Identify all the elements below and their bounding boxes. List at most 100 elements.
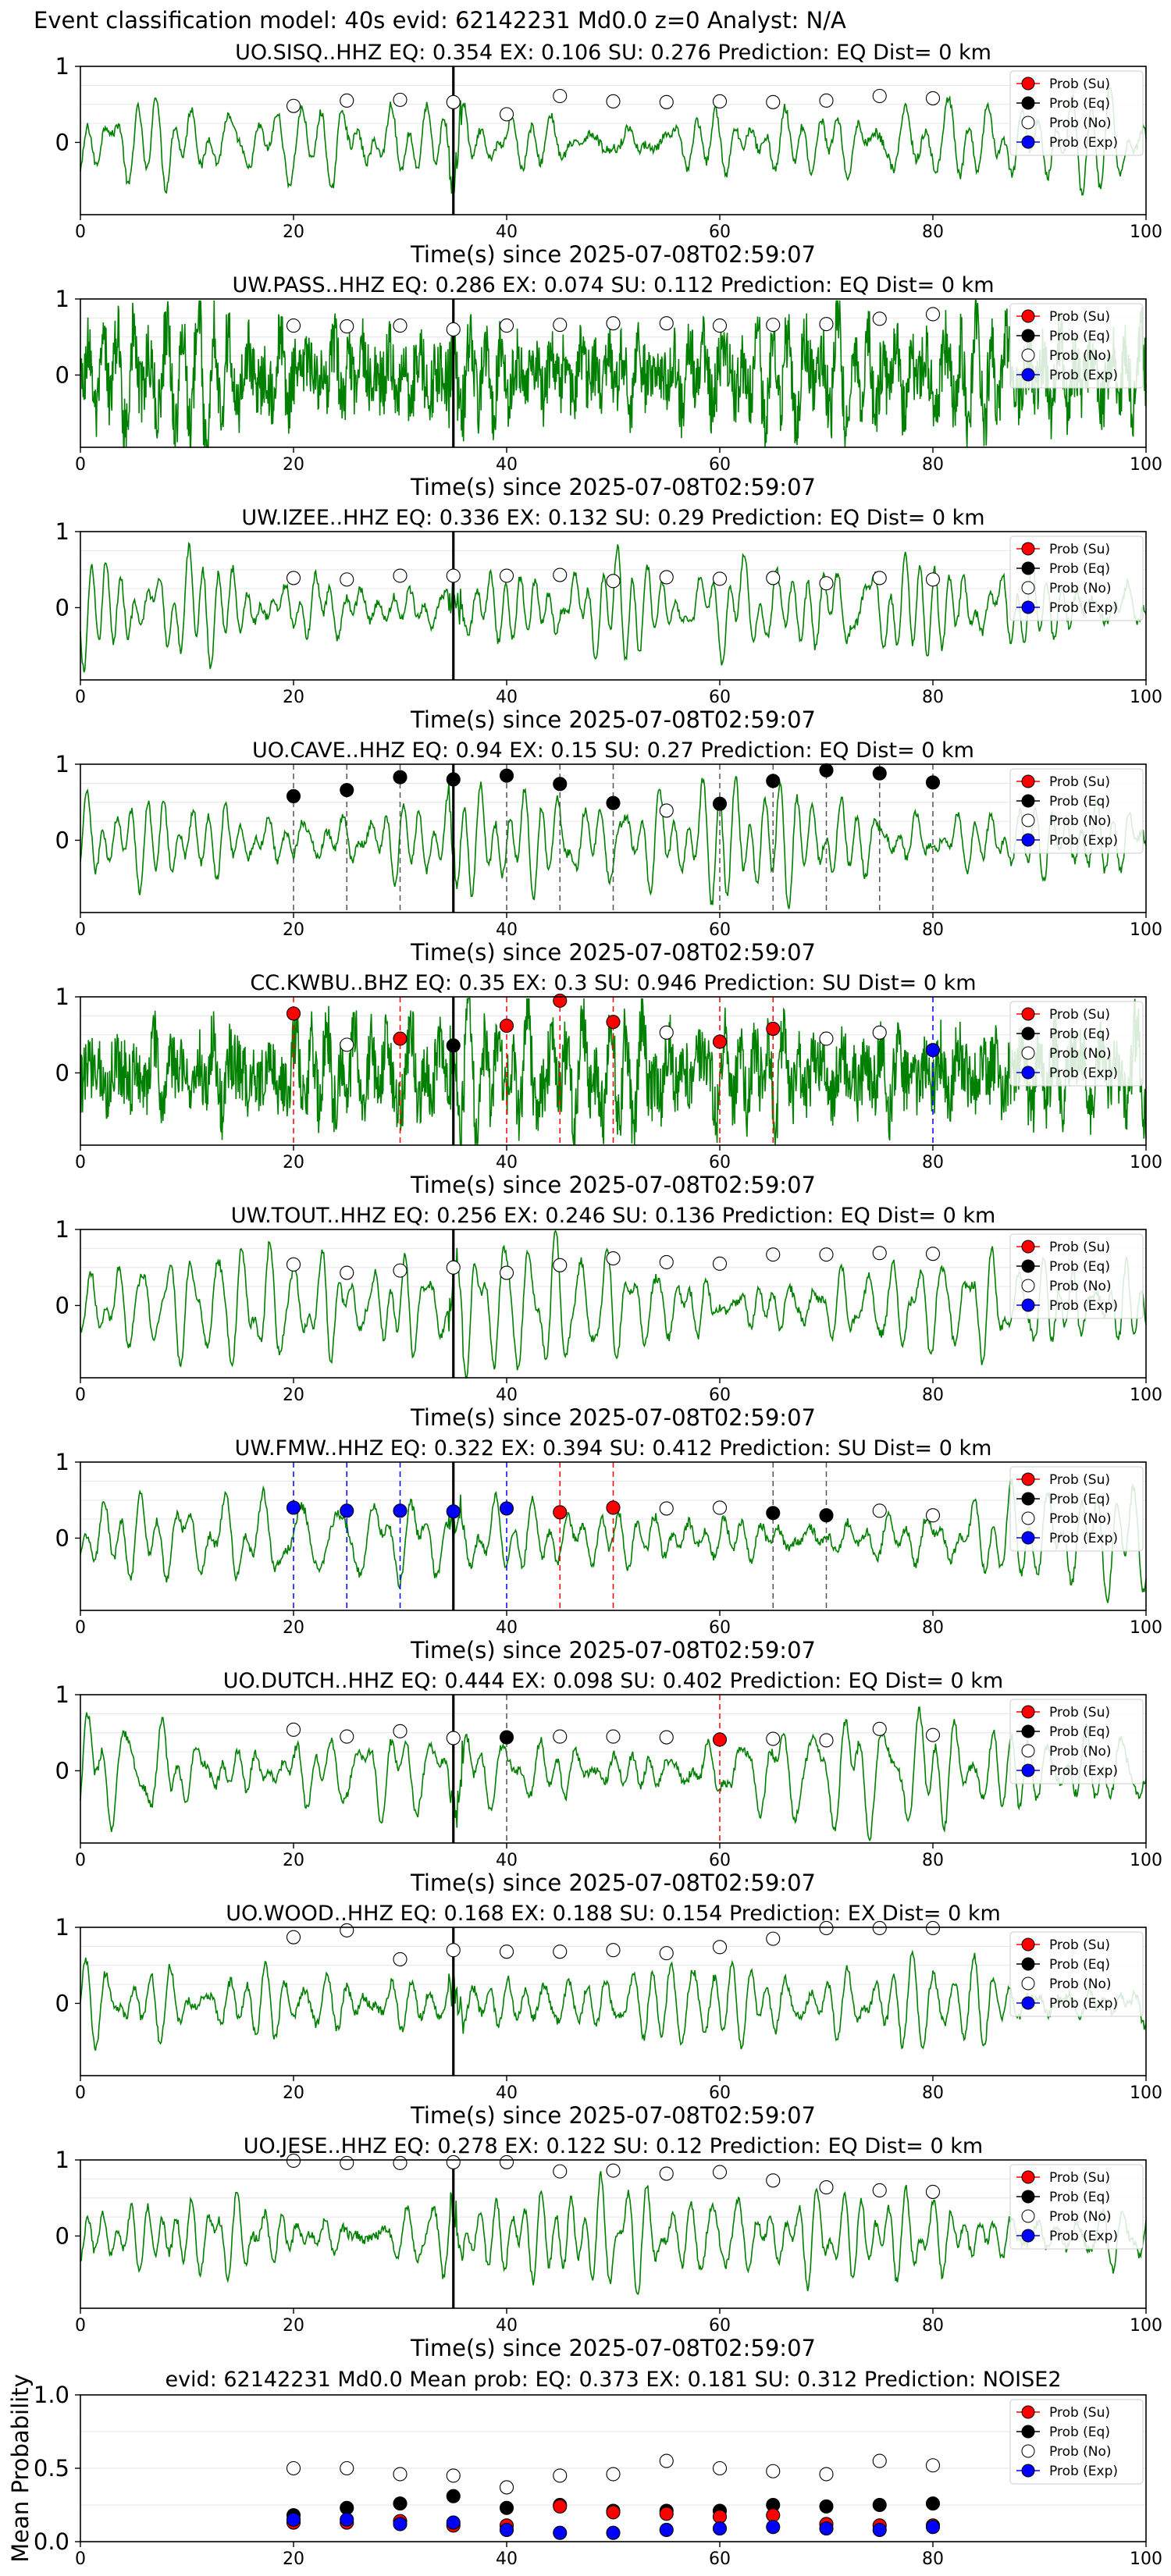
panel-5-legend-box bbox=[1009, 1001, 1144, 1087]
panel-7-prob-point-no bbox=[872, 1503, 887, 1518]
panel-6-legend-marker-eq bbox=[1021, 1259, 1035, 1273]
panel-1-legend-marker-su bbox=[1021, 76, 1035, 91]
panel-4-legend-label-su: Prob (Su) bbox=[1049, 774, 1110, 790]
panel-7-legend-marker-no bbox=[1021, 1511, 1035, 1525]
panel-7-prob-point-no bbox=[659, 1501, 674, 1516]
panel-3-prob-point-no bbox=[393, 568, 408, 583]
panel-3-legend-box bbox=[1009, 535, 1144, 621]
mean-prob-point-exp bbox=[553, 2525, 568, 2540]
panel-2-title: UW.PASS..HHZ EQ: 0.286 EX: 0.074 SU: 0.1… bbox=[232, 273, 994, 297]
panel-6: UW.TOUT..HHZ EQ: 0.256 EX: 0.246 SU: 0.1… bbox=[55, 1204, 1162, 1431]
mean-prob-point-no bbox=[659, 2453, 674, 2468]
panel-9-xtick-label: 80 bbox=[922, 2083, 944, 2103]
panel-4-prob-point-eq bbox=[872, 766, 887, 781]
panel-4-legend-marker-exp bbox=[1021, 833, 1035, 847]
panel-1-waveform bbox=[80, 84, 1147, 197]
panel-5-prob-point-no bbox=[340, 1037, 354, 1052]
panel-9-legend-label-no: Prob (No) bbox=[1049, 1976, 1112, 1992]
panel-7-prob-point-exp bbox=[446, 1504, 461, 1519]
panel-1-title: UO.SISQ..HHZ EQ: 0.354 EX: 0.106 SU: 0.2… bbox=[235, 41, 991, 65]
panel-6-xlabel: Time(s) since 2025-07-08T02:59:07 bbox=[410, 1404, 816, 1431]
panel-4-xtick-label: 0 bbox=[75, 920, 86, 940]
panel-4-legend-marker-su bbox=[1021, 774, 1035, 788]
panel-10-legend-marker-su bbox=[1021, 2170, 1035, 2184]
mean-prob-xtick-label: 100 bbox=[1130, 2549, 1162, 2569]
mean-prob-point-eq bbox=[499, 2500, 514, 2515]
panel-8-prob-point-no bbox=[766, 1731, 781, 1746]
mean-prob-point-no bbox=[499, 2480, 514, 2495]
panel-2-xlabel: Time(s) since 2025-07-08T02:59:07 bbox=[410, 474, 816, 500]
panel-3-prob-point-no bbox=[340, 572, 354, 587]
panel-3-prob-point-no bbox=[819, 576, 834, 591]
panel-6-legend-marker-su bbox=[1021, 1240, 1035, 1254]
panel-7-legend-marker-exp bbox=[1021, 1531, 1035, 1545]
mean-prob-xtick-label: 40 bbox=[496, 2549, 518, 2569]
panel-10-ytick-label: 0 bbox=[55, 2222, 69, 2249]
panel-5-legend-marker-eq bbox=[1021, 1026, 1035, 1041]
panel-3-title: UW.IZEE..HHZ EQ: 0.336 EX: 0.132 SU: 0.2… bbox=[241, 506, 984, 530]
panel-4-frame bbox=[80, 763, 1147, 913]
mean-prob-legend-box bbox=[1009, 2399, 1144, 2485]
panel-5-legend-label-su: Prob (Su) bbox=[1049, 1007, 1110, 1023]
panel-3-xtick-label: 100 bbox=[1130, 688, 1162, 707]
panel-1-ytick-label: 0 bbox=[55, 129, 69, 155]
panel-4-xlabel: Time(s) since 2025-07-08T02:59:07 bbox=[410, 939, 816, 966]
panel-10-prob-point-no bbox=[553, 2164, 568, 2179]
panel-3-prob-point-no bbox=[553, 568, 568, 582]
mean-prob-point-exp bbox=[712, 2521, 728, 2536]
panel-2-legend-label-su: Prob (Su) bbox=[1049, 309, 1110, 325]
panel-3-prob-point-no bbox=[446, 568, 461, 583]
mean-prob-point-exp bbox=[659, 2522, 674, 2538]
panel-6-legend-label-eq: Prob (Eq) bbox=[1049, 1259, 1110, 1275]
panel-3-legend-label-su: Prob (Su) bbox=[1049, 542, 1110, 557]
panel-2-prob-point-no bbox=[712, 318, 728, 333]
mean-prob-point-su bbox=[766, 2508, 781, 2523]
panel-10-prob-point-no bbox=[925, 2184, 941, 2199]
panel-8-prob-point-no bbox=[819, 1733, 834, 1748]
panel-3-prob-point-no bbox=[606, 574, 621, 589]
mean-prob-point-no bbox=[286, 2460, 301, 2476]
panel-9-legend-label-eq: Prob (Eq) bbox=[1049, 1957, 1110, 1973]
panel-6-xtick-label: 40 bbox=[496, 1386, 518, 1405]
panel-2-prob-point-no bbox=[340, 319, 354, 334]
panel-7-xtick-label: 80 bbox=[922, 1618, 944, 1638]
mean-prob-point-exp bbox=[340, 2512, 354, 2527]
panel-4-xtick-label: 80 bbox=[922, 920, 944, 940]
mean-prob-point-exp bbox=[925, 2520, 941, 2535]
panel-6-prob-point-no bbox=[712, 1256, 728, 1271]
panel-2-prob-point-no bbox=[819, 317, 834, 332]
panel-6-prob-point-no bbox=[286, 1257, 301, 1272]
panel-3-prob-point-no bbox=[766, 571, 781, 585]
panel-8-xtick-label: 80 bbox=[922, 1851, 944, 1870]
panel-3-prob-point-no bbox=[872, 571, 887, 585]
panel-1-legend-label-no: Prob (No) bbox=[1049, 116, 1112, 131]
panel-1-prob-point-no bbox=[446, 94, 461, 109]
mean-prob-point-exp bbox=[499, 2522, 514, 2538]
panel-4-prob-point-eq bbox=[499, 768, 514, 783]
panel-4-prob-point-eq bbox=[553, 777, 568, 792]
panel-8-legend-label-exp: Prob (Exp) bbox=[1049, 1763, 1118, 1779]
panel-4-xtick-label: 60 bbox=[709, 920, 731, 940]
mean-prob-point-eq bbox=[340, 2500, 354, 2515]
panel-1-legend-label-su: Prob (Su) bbox=[1049, 76, 1110, 92]
panel-2-prob-point-no bbox=[393, 318, 408, 333]
panel-5-waveform bbox=[80, 998, 1147, 1146]
mean-prob-legend-marker-eq bbox=[1021, 2425, 1035, 2439]
panel-6-xtick-label: 0 bbox=[75, 1386, 86, 1405]
panel-5-xlabel: Time(s) since 2025-07-08T02:59:07 bbox=[410, 1172, 816, 1198]
mean-prob-legend-marker-su bbox=[1021, 2405, 1035, 2419]
mean-prob-ytick-label: 0.5 bbox=[34, 2455, 69, 2482]
panel-2-xtick-label: 80 bbox=[922, 455, 944, 475]
panel-9-prob-point-no bbox=[553, 1944, 568, 1959]
panel-8-legend-marker-exp bbox=[1021, 1763, 1035, 1777]
mean-prob-point-eq bbox=[819, 2499, 834, 2514]
panel-10-legend-marker-eq bbox=[1021, 2190, 1035, 2204]
panel-2-legend-marker-eq bbox=[1021, 329, 1035, 343]
mean-prob-ytick-label: 1.0 bbox=[34, 2382, 69, 2408]
panel-2-prob-point-no bbox=[553, 318, 568, 333]
panel-2-prob-point-no bbox=[446, 322, 461, 337]
panel-8-ytick-label: 1 bbox=[55, 1681, 69, 1708]
panel-1-legend-marker-exp bbox=[1021, 135, 1035, 149]
panel-5-xtick-label: 0 bbox=[75, 1153, 86, 1172]
panel-10-legend-label-no: Prob (No) bbox=[1049, 2209, 1112, 2225]
